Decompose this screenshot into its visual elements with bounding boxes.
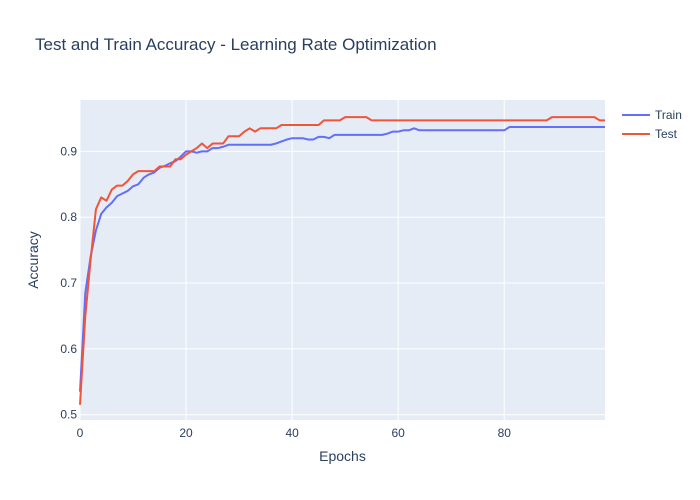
y-axis-ticks: 0.5 0.6 0.7 0.8 0.9: [60, 144, 77, 421]
legend: Train Test: [622, 108, 682, 141]
x-tick-label: 80: [498, 426, 512, 440]
x-tick-label: 40: [285, 426, 299, 440]
x-tick-label: 0: [77, 426, 84, 440]
y-tick-label: 0.6: [60, 342, 77, 356]
x-axis-title: Epochs: [319, 448, 366, 464]
y-tick-label: 0.9: [60, 144, 77, 158]
grid-lines: [79, 100, 605, 420]
y-axis-title: Accuracy: [25, 231, 41, 289]
legend-label-train[interactable]: Train: [655, 108, 682, 122]
chart-title: Test and Train Accuracy - Learning Rate …: [35, 35, 437, 54]
y-tick-label: 0.5: [60, 408, 77, 422]
legend-label-test[interactable]: Test: [655, 127, 678, 141]
series-line-train: [79, 126, 605, 392]
y-tick-label: 0.8: [60, 210, 77, 224]
plot-area: [80, 100, 605, 420]
x-axis-ticks: 0 20 40 60 80: [77, 426, 512, 440]
series-lines: [79, 116, 605, 405]
series-line-test: [79, 116, 605, 405]
y-tick-label: 0.7: [60, 276, 77, 290]
x-tick-label: 60: [392, 426, 406, 440]
x-tick-label: 20: [179, 426, 193, 440]
